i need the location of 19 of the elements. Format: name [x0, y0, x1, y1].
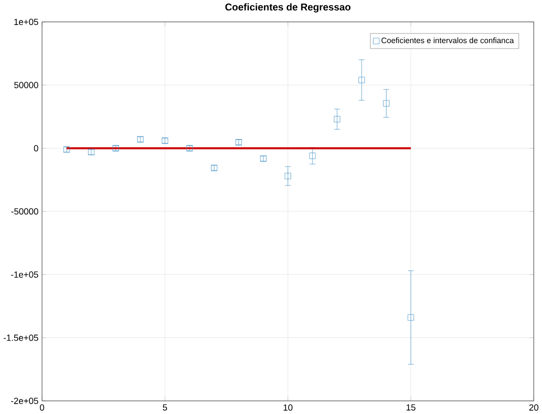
- y-tick-label: 0: [34, 145, 38, 152]
- point: [334, 116, 340, 122]
- y-tick-label: -1.5e+05: [4, 334, 38, 341]
- point: [408, 314, 414, 321]
- x-tick-label: 0: [40, 404, 44, 411]
- point: [383, 100, 390, 107]
- chart-title: Coeficientes de Regressao: [225, 3, 350, 13]
- x-tick-label: 5: [162, 404, 168, 411]
- y-tick-label: -50000: [11, 208, 38, 215]
- y-tick-label: -1e+05: [11, 271, 38, 278]
- point: [309, 152, 316, 159]
- x-tick-label: 10: [284, 404, 292, 411]
- y-tick-label: 50000: [14, 82, 38, 88]
- point: [358, 76, 365, 84]
- x-tick-label: 20: [529, 404, 538, 411]
- y-tick-label: 1e+05: [14, 18, 38, 26]
- x-tick-label: 15: [406, 404, 416, 411]
- y-tick-label: -2e+05: [11, 398, 38, 404]
- point: [284, 172, 292, 180]
